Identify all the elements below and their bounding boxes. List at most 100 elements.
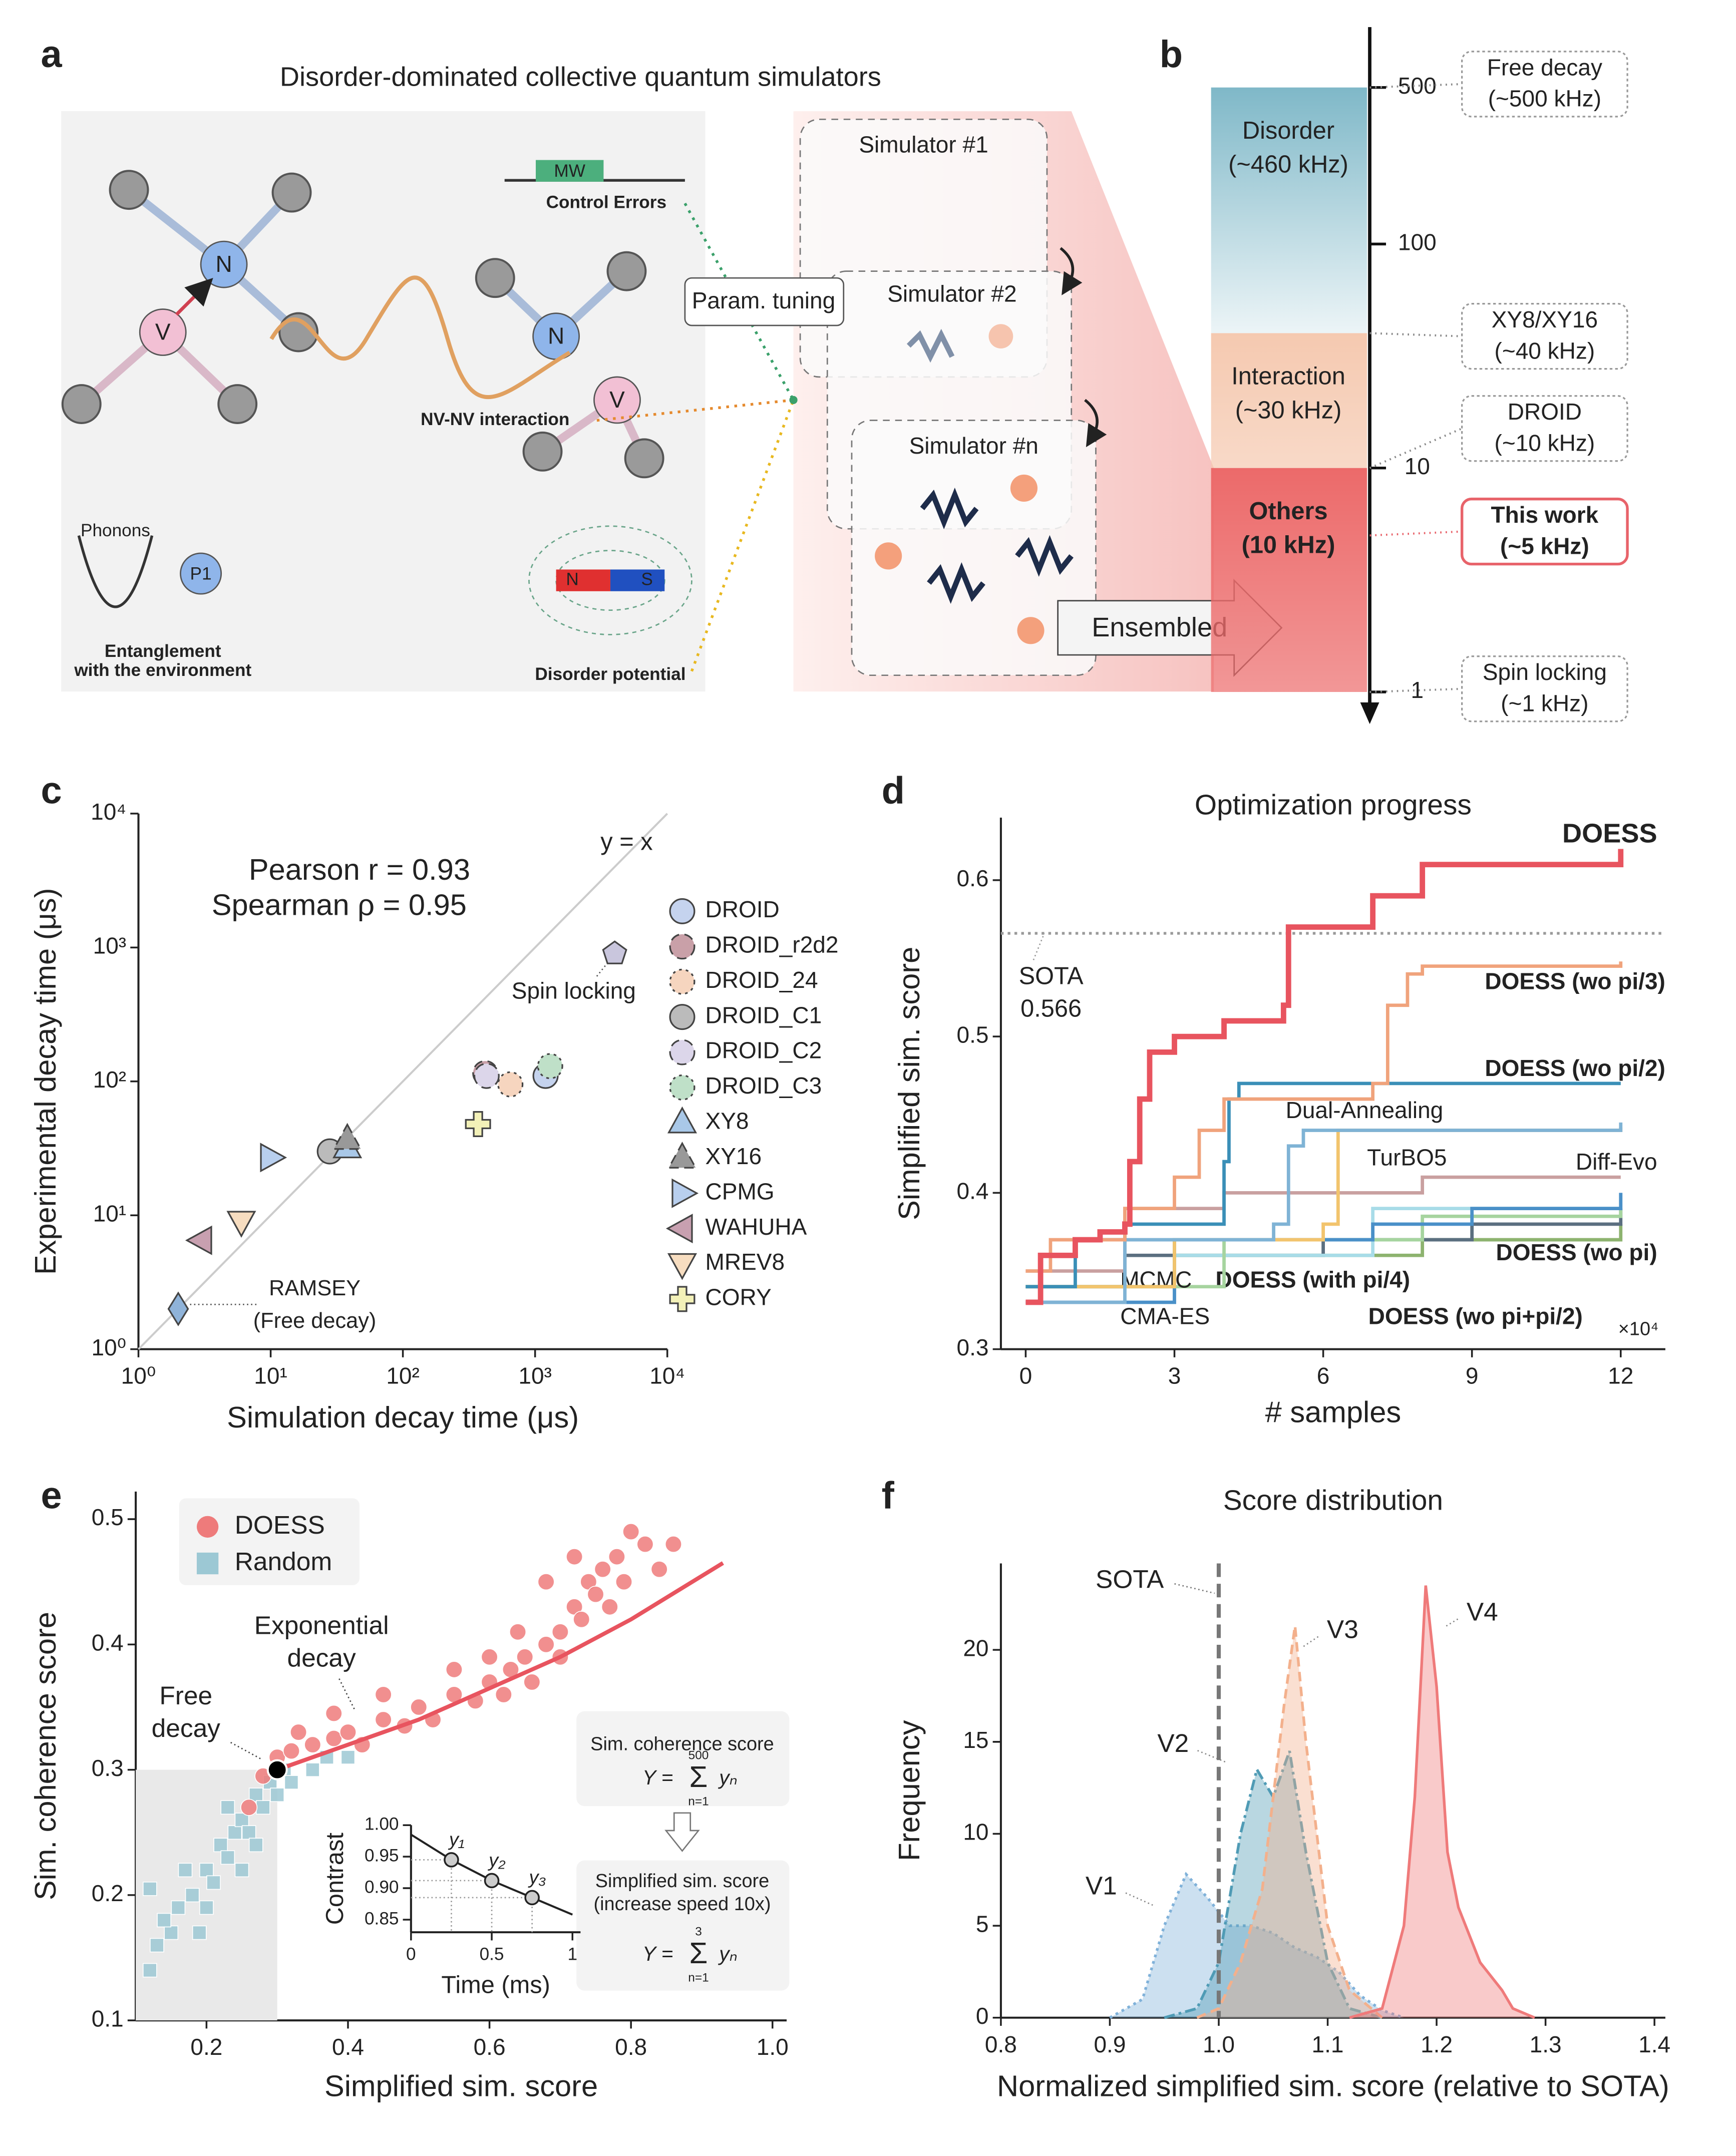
marker [608, 1548, 625, 1566]
y-tick-label: 10 [963, 1819, 988, 1845]
marker [650, 1561, 668, 1578]
series-label: Diff-Evo [1576, 1149, 1657, 1175]
series-line [1025, 1122, 1623, 1304]
callout-note: (~10 kHz) [1495, 430, 1595, 456]
marker [340, 1750, 356, 1764]
point-label: y₁ [448, 1830, 465, 1851]
leader [1197, 1750, 1228, 1763]
marker [497, 1071, 524, 1098]
band-note: (10 kHz) [1242, 532, 1335, 559]
legend-marker [671, 1178, 699, 1208]
x-multiplier: ×10⁴ [1618, 1319, 1659, 1340]
callout-note: (~5 kHz) [1500, 533, 1589, 559]
marker [537, 1573, 555, 1591]
atom-label: N [548, 322, 564, 348]
formula-limit: n=1 [688, 1795, 709, 1809]
x-axis-label: Normalized simplified sim. score (relati… [997, 2069, 1669, 2102]
switch-arrow [1060, 247, 1083, 295]
junction [789, 396, 798, 405]
marker [622, 1523, 640, 1541]
marker [220, 1850, 235, 1865]
area-fill [1110, 1874, 1404, 2018]
series-label: DOESS (with pi/4) [1215, 1266, 1410, 1292]
data-point [524, 1890, 540, 1906]
marker [339, 1723, 357, 1741]
interaction-wave [269, 275, 571, 400]
band-note: (~460 kHz) [1228, 151, 1348, 178]
param-tuning-label: Param. tuning [692, 287, 835, 313]
x-tick-label: 10⁴ [649, 1363, 685, 1389]
x-tick-label: 1.3 [1530, 2031, 1562, 2057]
disorder-potential-label: Disorder potential [535, 664, 685, 684]
legend-marker [669, 1039, 696, 1065]
leader [1369, 332, 1462, 337]
legend-label: WAHUHA [706, 1214, 807, 1240]
leader [1444, 1618, 1459, 1628]
annotation: Free [159, 1681, 212, 1710]
marker [199, 1863, 214, 1878]
formula: yₙ [718, 1942, 738, 1965]
marker [551, 1623, 569, 1641]
marker [375, 1711, 392, 1728]
x-tick-label: 1 [567, 1944, 577, 1964]
legend-label: DROID [706, 896, 780, 922]
y-tick-label: 0.4 [957, 1178, 989, 1204]
formula: Y = [642, 1766, 673, 1789]
series-label: Dual-Annealing [1286, 1097, 1444, 1123]
marker [537, 1636, 555, 1653]
y-tick-label: 0 [976, 2003, 989, 2029]
formula: Y = [642, 1942, 673, 1965]
panel-label: a [41, 33, 63, 76]
leader [230, 1741, 261, 1759]
y-tick-label: 15 [963, 1727, 988, 1753]
mw-label: MW [554, 161, 585, 181]
marker [602, 940, 627, 964]
band [1211, 468, 1367, 692]
series-line [1025, 1208, 1623, 1289]
marker [305, 1762, 320, 1777]
callout-box [1461, 395, 1628, 462]
y-tick-label: 0.3 [957, 1334, 989, 1360]
legend-label: XY8 [706, 1108, 749, 1134]
phonons-label: Phonons [81, 521, 150, 540]
marker [192, 1925, 207, 1940]
x-axis-label: Simulation decay time (μs) [227, 1400, 579, 1434]
marker [481, 1648, 498, 1666]
marker [171, 1900, 186, 1915]
annotation: Spin locking [512, 978, 636, 1004]
series-label: CMA-ES [1120, 1303, 1210, 1329]
magnet-north [556, 569, 610, 591]
area-fill [1164, 1751, 1382, 2018]
marker [601, 1598, 618, 1616]
y-tick-label: 1 [1411, 677, 1424, 703]
band [1211, 333, 1367, 468]
marker [206, 1875, 221, 1890]
series-label: DOESS (wo pi+pi/2) [1368, 1303, 1583, 1329]
x-tick-label: 12 [1608, 1363, 1633, 1389]
marker [587, 1586, 604, 1603]
x-tick-label: 0 [406, 1944, 416, 1964]
x-axis-label: Time (ms) [441, 1971, 550, 1998]
x-tick-label: 10¹ [254, 1363, 287, 1389]
y-tick-label: 10² [93, 1066, 127, 1093]
spin-arrow [175, 277, 213, 316]
guide-line [411, 1859, 452, 1933]
formula-title: Simplified sim. score [595, 1871, 770, 1892]
marker [636, 1536, 654, 1553]
y-tick-label: 20 [963, 1635, 988, 1661]
ensembled-label: Ensembled [1092, 612, 1227, 642]
y-tick-label: 0.95 [365, 1846, 399, 1865]
band-name: Others [1249, 498, 1327, 525]
marker [375, 1686, 392, 1703]
param-box [684, 277, 845, 326]
annotation: Pearson r = 0.93 [249, 853, 470, 886]
guide-line [411, 1880, 493, 1933]
atom-label: N [215, 251, 232, 277]
identity-line [138, 813, 668, 1350]
fit-curve [276, 1561, 724, 1772]
marker [594, 1561, 611, 1578]
x-tick-label: 0.6 [474, 2034, 506, 2060]
vacancy [593, 376, 641, 424]
marker [537, 1053, 563, 1080]
p1-center [180, 552, 222, 595]
